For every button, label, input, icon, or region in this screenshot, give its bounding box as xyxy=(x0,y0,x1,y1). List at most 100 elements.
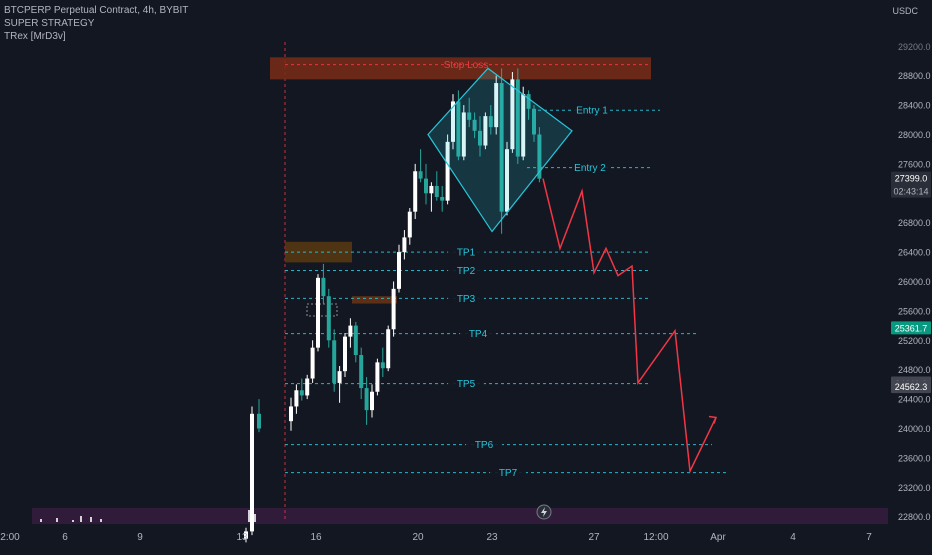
price-tag-label: 24562.3 xyxy=(895,382,928,392)
candle-body xyxy=(467,112,472,120)
level-label-stop-loss: Stop Loss xyxy=(444,60,488,71)
level-label-entry-2: Entry 2 xyxy=(574,163,606,174)
candle-body xyxy=(294,390,299,407)
candle-body xyxy=(456,101,461,157)
level-label-tp3: TP3 xyxy=(457,294,476,305)
candle-body xyxy=(380,362,385,369)
candle-body xyxy=(478,130,482,146)
candle-body xyxy=(353,325,358,355)
candle-body xyxy=(321,277,326,297)
y-tick-label: 26400.0 xyxy=(898,248,931,258)
candle-body xyxy=(326,296,331,341)
x-tick-label: 16 xyxy=(310,532,322,543)
level-label-bg xyxy=(574,104,610,117)
candle-body xyxy=(515,79,520,157)
x-tick-label: 12:00 xyxy=(643,532,668,543)
level-label-bg xyxy=(490,466,526,479)
candle-body xyxy=(472,119,477,131)
level-label-tp5: TP5 xyxy=(457,379,476,390)
bolt-icon xyxy=(541,507,547,517)
y-tick-label: 28000.0 xyxy=(898,130,931,140)
volume-bar xyxy=(90,517,92,522)
diamond-pattern xyxy=(427,67,573,233)
y-tick-label: 28400.0 xyxy=(898,101,931,111)
price-tag-current xyxy=(891,171,931,198)
volume-bar xyxy=(248,510,250,522)
candle-body xyxy=(299,390,304,396)
y-tick-label: 24400.0 xyxy=(898,395,931,405)
candle-body xyxy=(407,211,412,238)
price-tag-green xyxy=(891,321,931,335)
x-tick-label: 20 xyxy=(412,532,424,543)
level-label-tp2: TP2 xyxy=(457,266,476,277)
candle-body xyxy=(418,171,423,179)
candle-body xyxy=(510,79,515,150)
level-label-bg xyxy=(448,292,484,305)
y-tick-label: 28800.0 xyxy=(898,71,931,81)
candle-body xyxy=(451,101,455,142)
candle-body xyxy=(499,83,504,212)
currency-label: USDC xyxy=(892,6,918,16)
candle-body xyxy=(532,108,536,135)
level-label-entry-1: Entry 1 xyxy=(576,106,608,117)
price-tag-grey xyxy=(891,380,931,394)
projection-arrowhead xyxy=(708,415,717,424)
y-tick-label: 23600.0 xyxy=(898,453,931,463)
level-label-bg xyxy=(448,246,484,259)
price-tag-label: 27399.0 xyxy=(895,174,928,184)
candle-body xyxy=(343,336,347,372)
y-tick-label: 24000.0 xyxy=(898,424,931,434)
symbol-title[interactable]: BTCPERP Perpetual Contract, 4h, BYBIT xyxy=(4,5,189,16)
candle-body xyxy=(375,362,380,392)
level-label-tp4: TP4 xyxy=(469,329,488,340)
candle-body xyxy=(537,134,542,179)
volume-bar xyxy=(254,514,256,522)
level-label-bg xyxy=(460,327,496,340)
candle-body xyxy=(429,185,434,194)
volume-bar xyxy=(72,520,74,522)
candle-body xyxy=(461,112,466,157)
y-tick-label: 24800.0 xyxy=(898,365,931,375)
candle-body xyxy=(397,252,401,289)
x-tick-label: 7 xyxy=(866,532,872,543)
volume-bar xyxy=(100,519,102,522)
pre-candle-body xyxy=(250,413,254,532)
x-tick-label: Apr xyxy=(710,532,726,543)
level-label-bg xyxy=(448,264,484,277)
candle-body xyxy=(348,325,353,337)
candle-body xyxy=(386,329,391,369)
chart-legend: BTCPERP Perpetual Contract, 4h, BYBIT SU… xyxy=(4,4,188,43)
x-tick-label: 13 xyxy=(236,532,248,543)
candle-body xyxy=(505,149,509,212)
y-tick-label: 26000.0 xyxy=(898,277,931,287)
candle-body xyxy=(310,347,315,379)
candle-body xyxy=(391,288,396,330)
zone-box xyxy=(285,241,352,263)
candle-body xyxy=(359,355,364,389)
level-label-tp1: TP1 xyxy=(457,248,476,259)
candle-body xyxy=(488,116,493,128)
candle-body xyxy=(402,237,407,253)
volume-bar xyxy=(40,519,42,522)
y-tick-label: 23200.0 xyxy=(898,483,931,493)
indicator-super-strategy[interactable]: SUPER STRATEGY xyxy=(4,18,95,29)
pre-candle-body xyxy=(244,531,248,539)
candle-body xyxy=(316,277,320,348)
candle-body xyxy=(370,391,374,411)
y-tick-label: 22800.0 xyxy=(898,512,931,522)
candle-body xyxy=(337,371,342,383)
candle-body xyxy=(526,94,531,109)
indicator-trex[interactable]: TRex [MrD3v] xyxy=(4,31,66,42)
x-tick-label: 9 xyxy=(137,532,143,543)
x-tick-label: 6 xyxy=(62,532,68,543)
candle-body xyxy=(521,94,526,157)
candle-body xyxy=(413,171,418,212)
zone-box xyxy=(352,296,397,304)
candle-body xyxy=(445,141,450,201)
y-tick-label: 27600.0 xyxy=(898,159,931,169)
volume-band xyxy=(32,508,888,524)
x-tick-label: 2:00 xyxy=(0,532,20,543)
range-box xyxy=(306,303,338,317)
